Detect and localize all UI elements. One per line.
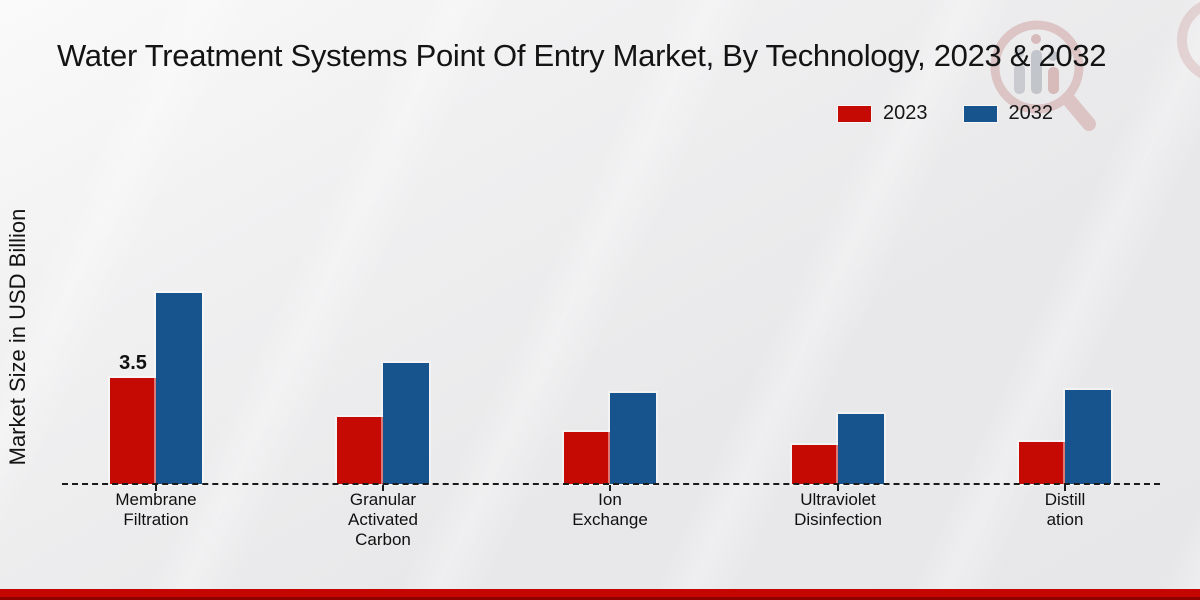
x-axis-tick <box>837 485 839 491</box>
legend: 2023 2032 <box>838 102 1053 125</box>
legend-label-2023: 2023 <box>883 102 928 124</box>
chart-title: Water Treatment Systems Point Of Entry M… <box>57 38 1107 73</box>
bar-2023-5 <box>1019 442 1065 484</box>
x-axis-tick <box>1064 485 1066 491</box>
bar-2023-4 <box>792 445 838 484</box>
bottom-red-band <box>0 589 1200 600</box>
watermark-logo <box>990 20 1096 131</box>
category-label: Ion Exchange <box>572 490 648 529</box>
bar-2032-3 <box>610 393 656 484</box>
bar-value-label: 3.5 <box>119 352 147 374</box>
bar-2032-4 <box>838 414 884 484</box>
legend-item-2032: 2032 <box>963 102 1054 125</box>
bar-2032-1 <box>156 293 202 484</box>
legend-swatch-2032 <box>963 105 997 122</box>
bar-2032-2 <box>383 363 429 484</box>
category-label: Granular Activated Carbon <box>348 490 418 549</box>
x-axis-tick <box>155 485 157 491</box>
bar-2023-3 <box>564 432 610 484</box>
bar-2032-5 <box>1065 390 1111 484</box>
bar-2023-1 <box>110 378 156 484</box>
category-label: Ultraviolet Disinfection <box>794 490 882 529</box>
category-label: Membrane Filtration <box>115 490 197 529</box>
legend-item-2023: 2023 <box>838 102 928 125</box>
legend-label-2032: 2032 <box>1008 102 1054 124</box>
x-axis-tick <box>382 485 384 491</box>
watermark-arc <box>1177 1 1200 79</box>
category-label: Distill ation <box>1044 490 1086 529</box>
legend-swatch-2023 <box>838 105 871 122</box>
x-axis-tick <box>609 485 611 491</box>
bar-2023-2 <box>337 417 383 484</box>
x-axis-baseline <box>62 483 1160 485</box>
